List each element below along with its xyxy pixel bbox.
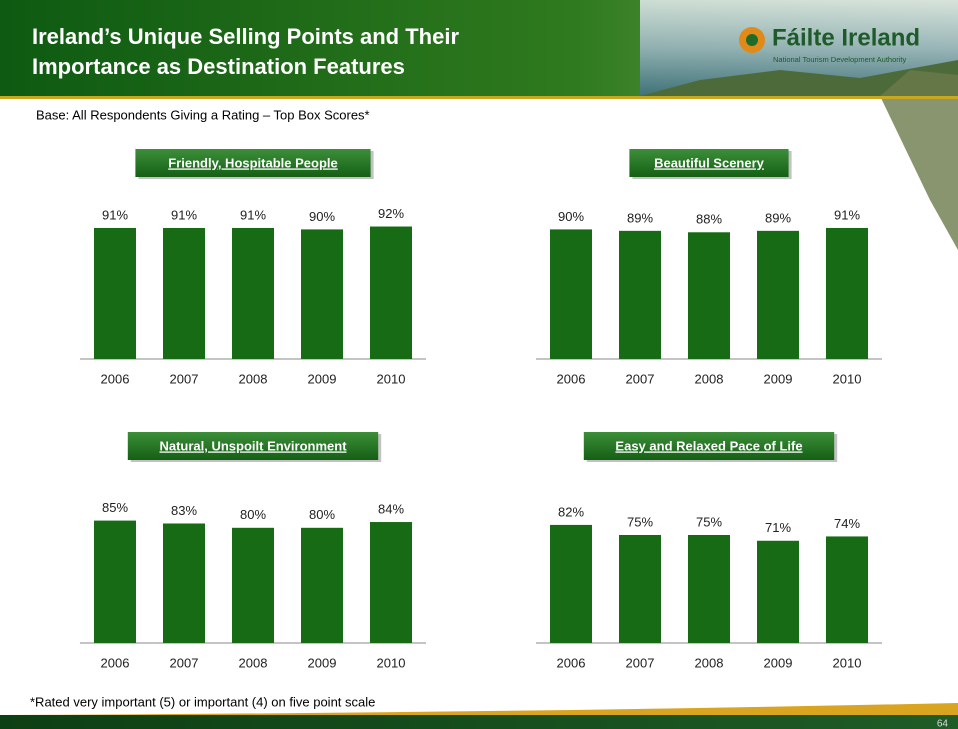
bar: [94, 227, 136, 359]
bar: [301, 229, 343, 359]
value-label: 85%: [102, 500, 128, 515]
x-tick-label: 2009: [308, 655, 337, 670]
chart-title-box: [135, 149, 371, 177]
x-tick-label: 2010: [377, 371, 406, 386]
bar: [370, 522, 412, 643]
bar: [688, 535, 730, 643]
x-tick-label: 2007: [170, 371, 199, 386]
bar: [550, 229, 592, 359]
x-tick-label: 2010: [377, 655, 406, 670]
title-line: Importance as Destination Features: [32, 54, 405, 79]
header-rule: [0, 96, 958, 99]
chart-title: Easy and Relaxed Pace of Life: [615, 438, 802, 453]
value-label: 88%: [696, 212, 722, 227]
value-label: 84%: [378, 501, 404, 516]
x-tick-label: 2008: [239, 371, 268, 386]
value-label: 75%: [627, 514, 653, 529]
chart-title-box: [127, 432, 379, 460]
x-tick-label: 2008: [239, 655, 268, 670]
footer-band: [0, 715, 958, 729]
x-tick-label: 2006: [557, 371, 586, 386]
value-label: 89%: [627, 210, 653, 225]
value-label: 90%: [309, 209, 335, 224]
value-label: 91%: [171, 207, 197, 222]
logo: Fáilte Ireland: [772, 24, 920, 51]
chart-title-box: [629, 149, 789, 177]
bar: [550, 524, 592, 643]
footer-swoosh: [0, 703, 958, 715]
chart-title: Friendly, Hospitable People: [168, 155, 338, 170]
x-tick-label: 2009: [764, 371, 793, 386]
x-tick-label: 2007: [626, 655, 655, 670]
value-label: 92%: [378, 206, 404, 221]
x-tick-label: 2006: [557, 655, 586, 670]
bar: [757, 540, 799, 643]
footnote: *Rated very important (5) or important (…: [30, 694, 375, 709]
bar: [757, 230, 799, 359]
value-label: 80%: [309, 507, 335, 522]
value-label: 91%: [240, 207, 266, 222]
bar: [301, 527, 343, 643]
bar: [619, 535, 661, 643]
title-line: Ireland’s Unique Selling Points and Thei…: [32, 24, 459, 49]
chart-title: Beautiful Scenery: [654, 155, 765, 170]
x-tick-label: 2009: [308, 371, 337, 386]
x-tick-label: 2008: [695, 371, 724, 386]
value-label: 91%: [102, 207, 128, 222]
bar: [232, 227, 274, 359]
value-label: 74%: [834, 516, 860, 531]
chart-title-box: [583, 432, 835, 460]
value-label: 80%: [240, 507, 266, 522]
cliff: [880, 70, 958, 250]
logo-icon-inner: [746, 34, 758, 46]
logo-tagline: National Tourism Development Authority: [773, 55, 907, 64]
bar: [163, 227, 205, 359]
bar: [370, 226, 412, 359]
x-tick-label: 2009: [764, 655, 793, 670]
bar: [94, 520, 136, 643]
x-tick-label: 2008: [695, 655, 724, 670]
x-tick-label: 2007: [626, 371, 655, 386]
bar: [163, 523, 205, 643]
value-label: 75%: [696, 514, 722, 529]
value-label: 83%: [171, 503, 197, 518]
x-tick-label: 2010: [833, 655, 862, 670]
page-number: 64: [937, 719, 949, 729]
bar: [232, 527, 274, 643]
chart-title: Natural, Unspoilt Environment: [159, 438, 347, 453]
x-tick-label: 2010: [833, 371, 862, 386]
value-label: 91%: [834, 207, 860, 222]
x-tick-label: 2006: [101, 655, 130, 670]
value-label: 90%: [558, 209, 584, 224]
value-label: 71%: [765, 520, 791, 535]
base-note: Base: All Respondents Giving a Rating – …: [36, 107, 370, 122]
bar: [826, 536, 868, 643]
value-label: 89%: [765, 210, 791, 225]
value-label: 82%: [558, 504, 584, 519]
bar: [688, 232, 730, 359]
bar: [826, 227, 868, 359]
x-tick-label: 2006: [101, 371, 130, 386]
x-tick-label: 2007: [170, 655, 199, 670]
bar: [619, 230, 661, 359]
header-hills: [640, 60, 958, 96]
